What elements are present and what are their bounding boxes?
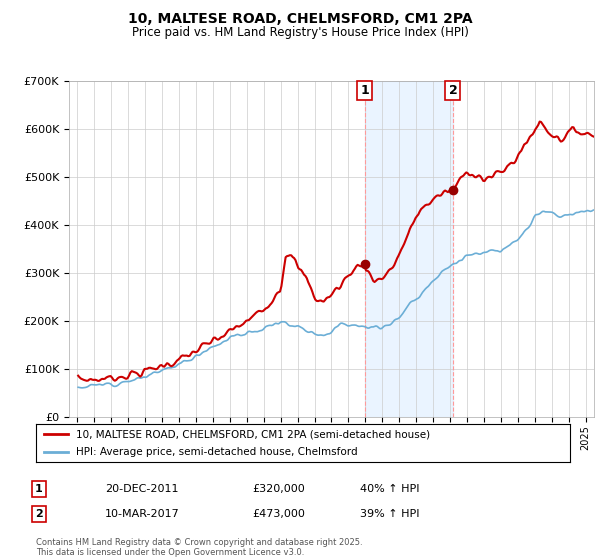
Text: 2: 2	[449, 85, 457, 97]
Text: Price paid vs. HM Land Registry's House Price Index (HPI): Price paid vs. HM Land Registry's House …	[131, 26, 469, 39]
Text: 10-MAR-2017: 10-MAR-2017	[105, 509, 180, 519]
Text: 10, MALTESE ROAD, CHELMSFORD, CM1 2PA: 10, MALTESE ROAD, CHELMSFORD, CM1 2PA	[128, 12, 472, 26]
Text: 39% ↑ HPI: 39% ↑ HPI	[360, 509, 419, 519]
Text: £473,000: £473,000	[252, 509, 305, 519]
Text: £320,000: £320,000	[252, 484, 305, 494]
Text: 40% ↑ HPI: 40% ↑ HPI	[360, 484, 419, 494]
Text: Contains HM Land Registry data © Crown copyright and database right 2025.
This d: Contains HM Land Registry data © Crown c…	[36, 538, 362, 557]
Text: 1: 1	[35, 484, 43, 494]
Text: 2: 2	[35, 509, 43, 519]
Text: 20-DEC-2011: 20-DEC-2011	[105, 484, 179, 494]
Text: 1: 1	[360, 85, 369, 97]
Text: 10, MALTESE ROAD, CHELMSFORD, CM1 2PA (semi-detached house): 10, MALTESE ROAD, CHELMSFORD, CM1 2PA (s…	[76, 429, 430, 439]
Bar	[365, 81, 453, 417]
Text: HPI: Average price, semi-detached house, Chelmsford: HPI: Average price, semi-detached house,…	[76, 447, 358, 458]
